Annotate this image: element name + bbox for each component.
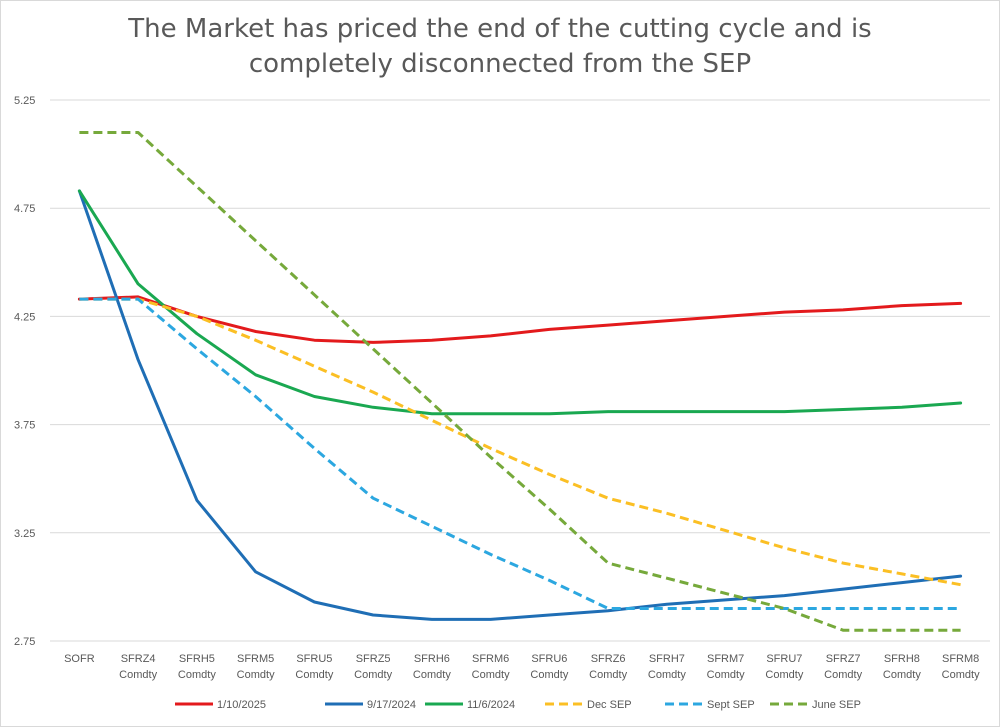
x-tick-label: SFRM8 Comdty	[942, 653, 980, 681]
chart-title-line-1: The Market has priced the end of the cut…	[128, 14, 872, 44]
legend: 1/10/2025 9/17/2024 11/6/2024 Dec SEP Sept S…	[175, 699, 861, 711]
x-tick-label: SFRM5 Comdty	[237, 653, 275, 681]
x-tick-label: SFRM7 Comdty	[707, 653, 745, 681]
legend-label: Dec SEP	[587, 699, 632, 711]
y-tick-label: 3.25	[14, 528, 35, 540]
y-tick-label: 5.25	[14, 95, 35, 107]
x-tick-label: SFRH5 Comdty	[178, 653, 216, 681]
x-tick-label: SFRM6 Comdty	[472, 653, 510, 681]
x-tick-label: SFRZ6 Comdty	[589, 653, 627, 681]
legend-label: 9/17/2024	[367, 699, 416, 711]
x-tick-label: SFRH6 Comdty	[413, 653, 451, 681]
x-tick-label: SFRU5 Comdty	[295, 653, 333, 681]
x-tick-label: SFRZ4 Comdty	[119, 653, 157, 681]
series-lines	[77, 131, 963, 632]
x-tick-label: SFRZ7 Comdty	[824, 653, 862, 681]
x-axis: SOFR SFRZ4 Comdty SFRH5 Comdty SFRM5 Comdty SFR…	[64, 653, 980, 681]
legend-label: 1/10/2025	[217, 699, 266, 711]
gridlines	[50, 99, 990, 642]
x-tick-label: SFRH7 Comdty	[648, 653, 686, 681]
y-tick-label: 2.75	[14, 636, 35, 648]
y-tick-label: 4.75	[14, 203, 35, 215]
x-tick-label: SOFR	[64, 653, 95, 665]
x-tick-label: SFRU6 Comdty	[530, 653, 568, 681]
legend-label: Sept SEP	[707, 699, 755, 711]
y-tick-label: 3.75	[14, 420, 35, 432]
series-line-4	[79, 297, 961, 587]
x-tick-label: SFRU7 Comdty	[765, 653, 803, 681]
series-line-6	[79, 131, 961, 632]
legend-label: 11/6/2024	[467, 699, 515, 711]
x-tick-label: SFRZ5 Comdty	[354, 653, 392, 681]
chart-title: The Market has priced the end of the cut…	[0, 12, 1000, 82]
legend-label: June SEP	[812, 699, 861, 711]
series-line-5	[79, 297, 961, 610]
x-tick-label: SFRH8 Comdty	[883, 653, 921, 681]
y-tick-label: 4.25	[14, 311, 35, 323]
chart-title-line-2: completely disconnected from the SEP	[248, 49, 752, 79]
series-line-1	[77, 295, 963, 344]
series-line-2	[77, 189, 963, 621]
y-axis: 2.75 3.25 3.75 4.25 4.75 5.25	[14, 95, 35, 648]
series-line-3	[77, 189, 963, 416]
